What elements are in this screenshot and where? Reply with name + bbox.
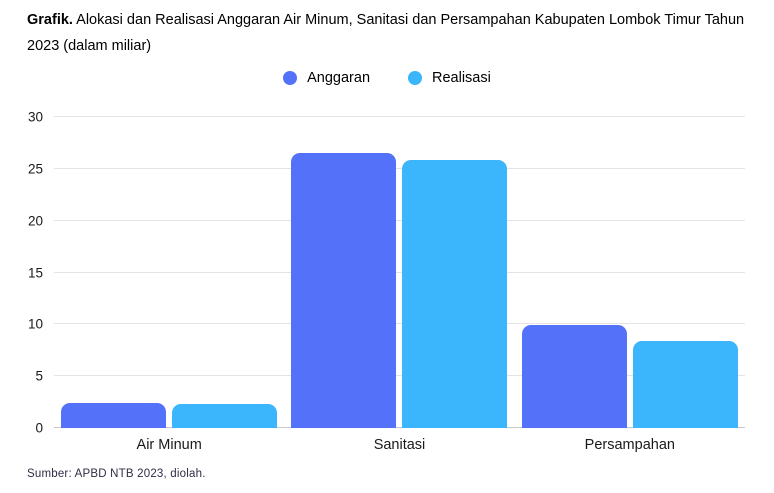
gridline-5: [54, 375, 745, 377]
x-axis-labels: Air Minum Sanitasi Persampahan: [54, 437, 745, 453]
gridline-25: [54, 167, 745, 169]
bars-layer: [54, 117, 745, 428]
gridline-15: [54, 271, 745, 273]
legend-dot-anggaran-icon: [283, 71, 298, 85]
chart-title: Grafik. Alokasi dan Realisasi Anggaran A…: [27, 7, 749, 59]
y-tick-label-20: 20: [27, 213, 43, 229]
gridline-30: [54, 116, 745, 117]
legend: Anggaran Realisasi: [0, 70, 774, 86]
chart-title-prefix: Grafik.: [27, 12, 73, 28]
bar-realisasi-air-minum: [172, 404, 278, 428]
x-axis-label-persampahan: Persampahan: [584, 437, 675, 453]
bar-anggaran-sanitasi: [291, 153, 397, 428]
plot-area: [54, 116, 745, 428]
bar-group-air-minum: [54, 117, 284, 428]
y-tick-label-15: 15: [27, 265, 43, 280]
bar-realisasi-sanitasi: [402, 159, 508, 428]
gridline-20: [54, 219, 745, 221]
y-tick-label-10: 10: [27, 316, 43, 332]
gridline-10: [54, 323, 745, 325]
bar-anggaran-air-minum: [61, 403, 167, 428]
gridline-0: [54, 427, 745, 428]
bar-anggaran-persampahan: [521, 325, 627, 428]
legend-item-realisasi: Realisasi: [408, 70, 491, 86]
bar-group-persampahan: [515, 117, 745, 428]
legend-dot-realisasi-icon: [408, 71, 423, 85]
legend-label-anggaran: Anggaran: [307, 70, 371, 86]
bar-group-sanitasi: [284, 117, 514, 428]
y-tick-label-25: 25: [27, 161, 43, 177]
y-tick-label-30: 30: [27, 109, 43, 125]
y-axis-labels: 0 5 10 15 20 25 30: [0, 110, 43, 436]
y-tick-label-0: 0: [35, 420, 43, 436]
chart-title-text: Alokasi dan Realisasi Anggaran Air Minum…: [27, 12, 745, 54]
x-axis-label-sanitasi: Sanitasi: [373, 437, 426, 453]
x-axis-label-air-minum: Air Minum: [136, 437, 202, 453]
source-note: Sumber: APBD NTB 2023, diolah.: [27, 468, 206, 480]
y-tick-label-5: 5: [35, 368, 43, 384]
legend-item-anggaran: Anggaran: [283, 70, 370, 86]
bar-realisasi-persampahan: [632, 340, 738, 428]
legend-label-realisasi: Realisasi: [432, 70, 491, 86]
